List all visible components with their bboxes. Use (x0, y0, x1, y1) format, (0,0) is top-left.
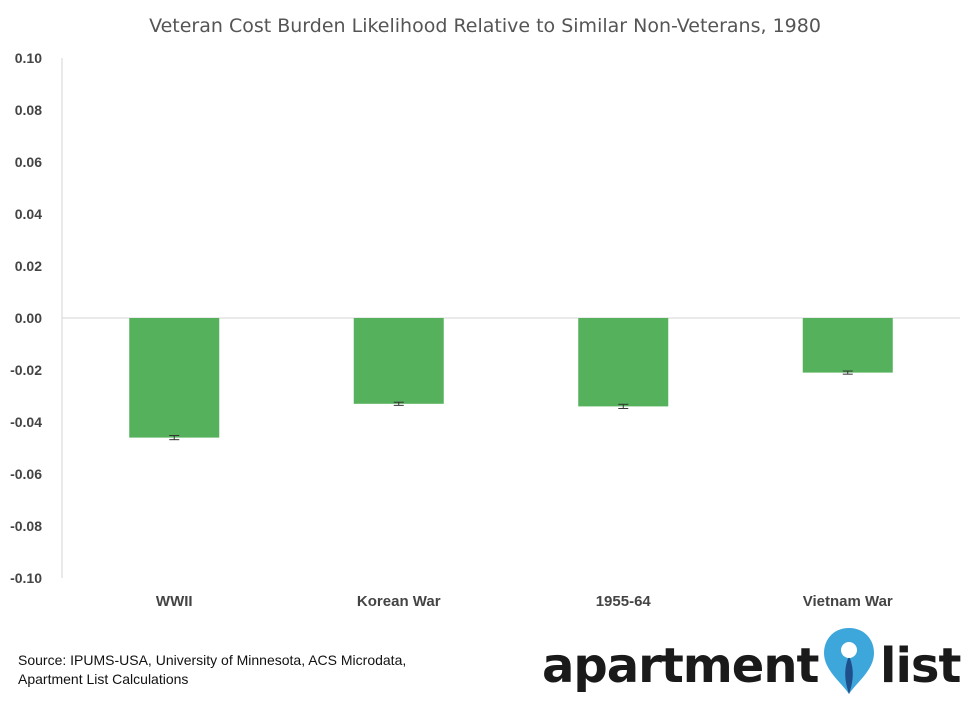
y-tick-label: 0.06 (15, 154, 42, 170)
y-tick-label: -0.04 (10, 414, 42, 430)
x-tick-labels: WWII Korean War 1955-64 Vietnam War (156, 593, 893, 610)
x-tick-label: WWII (156, 593, 193, 610)
logo-text-list: list (880, 638, 961, 694)
bar (578, 318, 669, 407)
x-tick-label: Vietnam War (803, 593, 893, 610)
y-tick-label: -0.10 (10, 570, 42, 586)
bar (353, 318, 444, 404)
x-tick-label: Korean War (357, 593, 441, 610)
logo-text-apartment: apartment (542, 638, 819, 694)
y-tick-label: -0.06 (10, 466, 42, 482)
y-tick-label: -0.02 (10, 362, 42, 378)
x-tick-label: 1955-64 (596, 593, 652, 610)
chart-title: Veteran Cost Burden Likelihood Relative … (149, 15, 821, 37)
bar (129, 318, 220, 438)
source-note: Source: IPUMS-USA, University of Minneso… (18, 651, 406, 689)
y-tick-label: 0.08 (15, 102, 42, 118)
y-tick-label: -0.08 (10, 518, 42, 534)
y-tick-label: 0.02 (15, 258, 42, 274)
y-tick-labels: 0.10 0.08 0.06 0.04 0.02 0.00 -0.02 -0.04 -0.06 -… (10, 50, 42, 586)
y-tick-label: 0.00 (15, 310, 42, 326)
y-tick-label: 0.04 (15, 206, 42, 222)
bar-chart: Veteran Cost Burden Likelihood Relative … (10, 15, 960, 610)
source-line-1: Source: IPUMS-USA, University of Minneso… (18, 652, 407, 668)
map-pin-icon (824, 628, 874, 694)
y-tick-label: 0.10 (15, 50, 42, 66)
apartment-list-logo: apartment list (540, 622, 970, 702)
source-line-2: Apartment List Calculations (18, 671, 189, 687)
bars (129, 318, 893, 441)
bar (802, 318, 893, 373)
